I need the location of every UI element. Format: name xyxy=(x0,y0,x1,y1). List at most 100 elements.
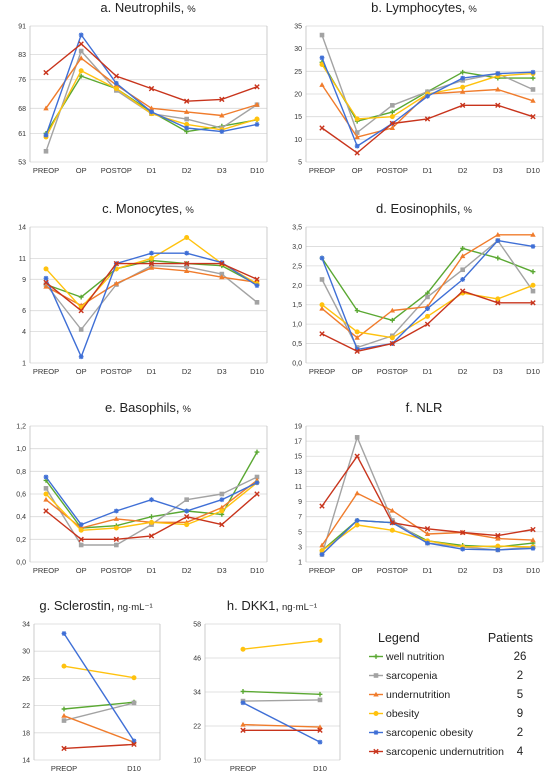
series-su xyxy=(240,727,323,733)
x-tick-label: D3 xyxy=(217,367,227,376)
data-point xyxy=(425,540,430,546)
legend-marker xyxy=(373,748,379,755)
data-point xyxy=(78,48,84,54)
series-un xyxy=(43,55,260,118)
legend-label: sarcopenic undernutrition xyxy=(386,746,504,758)
data-point xyxy=(459,288,466,294)
data-point xyxy=(389,317,395,323)
series-line xyxy=(63,715,135,743)
data-point xyxy=(43,508,49,514)
data-point xyxy=(219,504,225,510)
data-point xyxy=(148,533,155,539)
data-point xyxy=(254,300,260,305)
y-tick-label: 3,0 xyxy=(292,244,302,251)
data-point xyxy=(43,491,49,497)
panel-basophils: e. Basophils, % 0,0 0,2 0,4 0,6 0,8 1,0 1,2 PREOP… xyxy=(16,400,268,575)
data-point xyxy=(424,531,431,537)
data-point xyxy=(530,537,536,543)
legend-marker xyxy=(373,730,379,735)
series-line xyxy=(321,436,534,555)
y-tick-label: 34 xyxy=(193,690,201,697)
series-su xyxy=(43,491,260,543)
data-point xyxy=(354,348,360,355)
data-point xyxy=(459,253,466,259)
legend-label: sarcopenia xyxy=(386,670,438,682)
data-point xyxy=(319,55,325,61)
legend-count: 4 xyxy=(517,746,524,758)
y-tick-label: 0,8 xyxy=(16,469,26,476)
series-line xyxy=(321,290,533,352)
series-ob xyxy=(319,522,536,554)
series-line xyxy=(45,43,258,102)
series-line xyxy=(45,75,258,134)
series-line xyxy=(63,633,135,742)
data-point xyxy=(131,700,137,706)
data-point xyxy=(184,497,189,502)
x-tick-label: POSTOP xyxy=(377,566,408,575)
data-point xyxy=(389,507,396,513)
x-tick-label: D10 xyxy=(526,566,540,575)
y-tick-label: 10 xyxy=(193,758,201,765)
chart-title: b. Lymphocytes,% xyxy=(371,0,477,15)
y-tick-label: 76 xyxy=(18,77,26,84)
data-point xyxy=(148,265,155,270)
series-ob xyxy=(43,234,260,311)
data-point xyxy=(389,340,396,347)
y-tick-label: 9 xyxy=(298,499,302,506)
data-point xyxy=(61,718,67,723)
data-point xyxy=(319,302,325,308)
y-tick-label: 3 xyxy=(298,544,302,551)
x-tick-label: D1 xyxy=(147,367,157,376)
series-so xyxy=(43,32,260,138)
x-tick-label: D2 xyxy=(458,566,468,575)
data-point xyxy=(61,745,67,752)
data-point xyxy=(43,486,49,491)
data-point xyxy=(254,480,260,486)
series-wn xyxy=(43,73,260,136)
data-point xyxy=(78,55,84,61)
data-point xyxy=(425,313,430,319)
data-point xyxy=(113,86,119,92)
data-point xyxy=(183,109,190,114)
series-wn xyxy=(319,245,536,323)
y-tick-label: 1 xyxy=(298,560,302,567)
data-point xyxy=(460,75,466,81)
x-tick-label: PREOP xyxy=(309,166,335,175)
y-tick-label: 11 xyxy=(295,484,302,491)
data-point xyxy=(183,260,190,267)
data-point xyxy=(530,87,536,92)
data-point xyxy=(530,75,536,81)
data-point xyxy=(43,474,49,480)
series-line xyxy=(242,639,321,650)
y-tick-label: 0,4 xyxy=(16,514,26,521)
y-tick-label: 1,0 xyxy=(292,322,302,329)
data-point xyxy=(424,526,431,532)
series-line xyxy=(242,690,321,695)
data-point xyxy=(240,646,246,652)
data-point xyxy=(389,109,395,115)
data-point xyxy=(219,274,225,280)
data-point xyxy=(459,102,466,109)
data-point xyxy=(219,96,225,103)
data-point xyxy=(354,334,360,340)
y-tick-label: 61 xyxy=(18,131,26,138)
data-point xyxy=(240,700,246,706)
data-point xyxy=(317,691,323,697)
data-point xyxy=(254,84,260,90)
series-sa xyxy=(61,700,137,723)
x-tick-label: D3 xyxy=(217,566,227,575)
legend-label: undernutrition xyxy=(386,689,450,701)
data-point xyxy=(149,514,154,520)
series-sa xyxy=(240,697,323,704)
chart-title-text: c. Monocytes, xyxy=(102,201,182,216)
legend-label: obesity xyxy=(386,708,420,720)
chart-title: h. DKK1, ng·mL⁻¹ xyxy=(227,598,317,613)
data-point xyxy=(131,741,137,748)
series-line xyxy=(63,743,135,750)
data-point xyxy=(184,125,190,131)
data-point xyxy=(319,305,325,311)
y-tick-label: 1,2 xyxy=(16,424,26,431)
x-tick-label: D1 xyxy=(423,166,433,175)
chart-title: d. Eosinophils,% xyxy=(376,201,473,216)
